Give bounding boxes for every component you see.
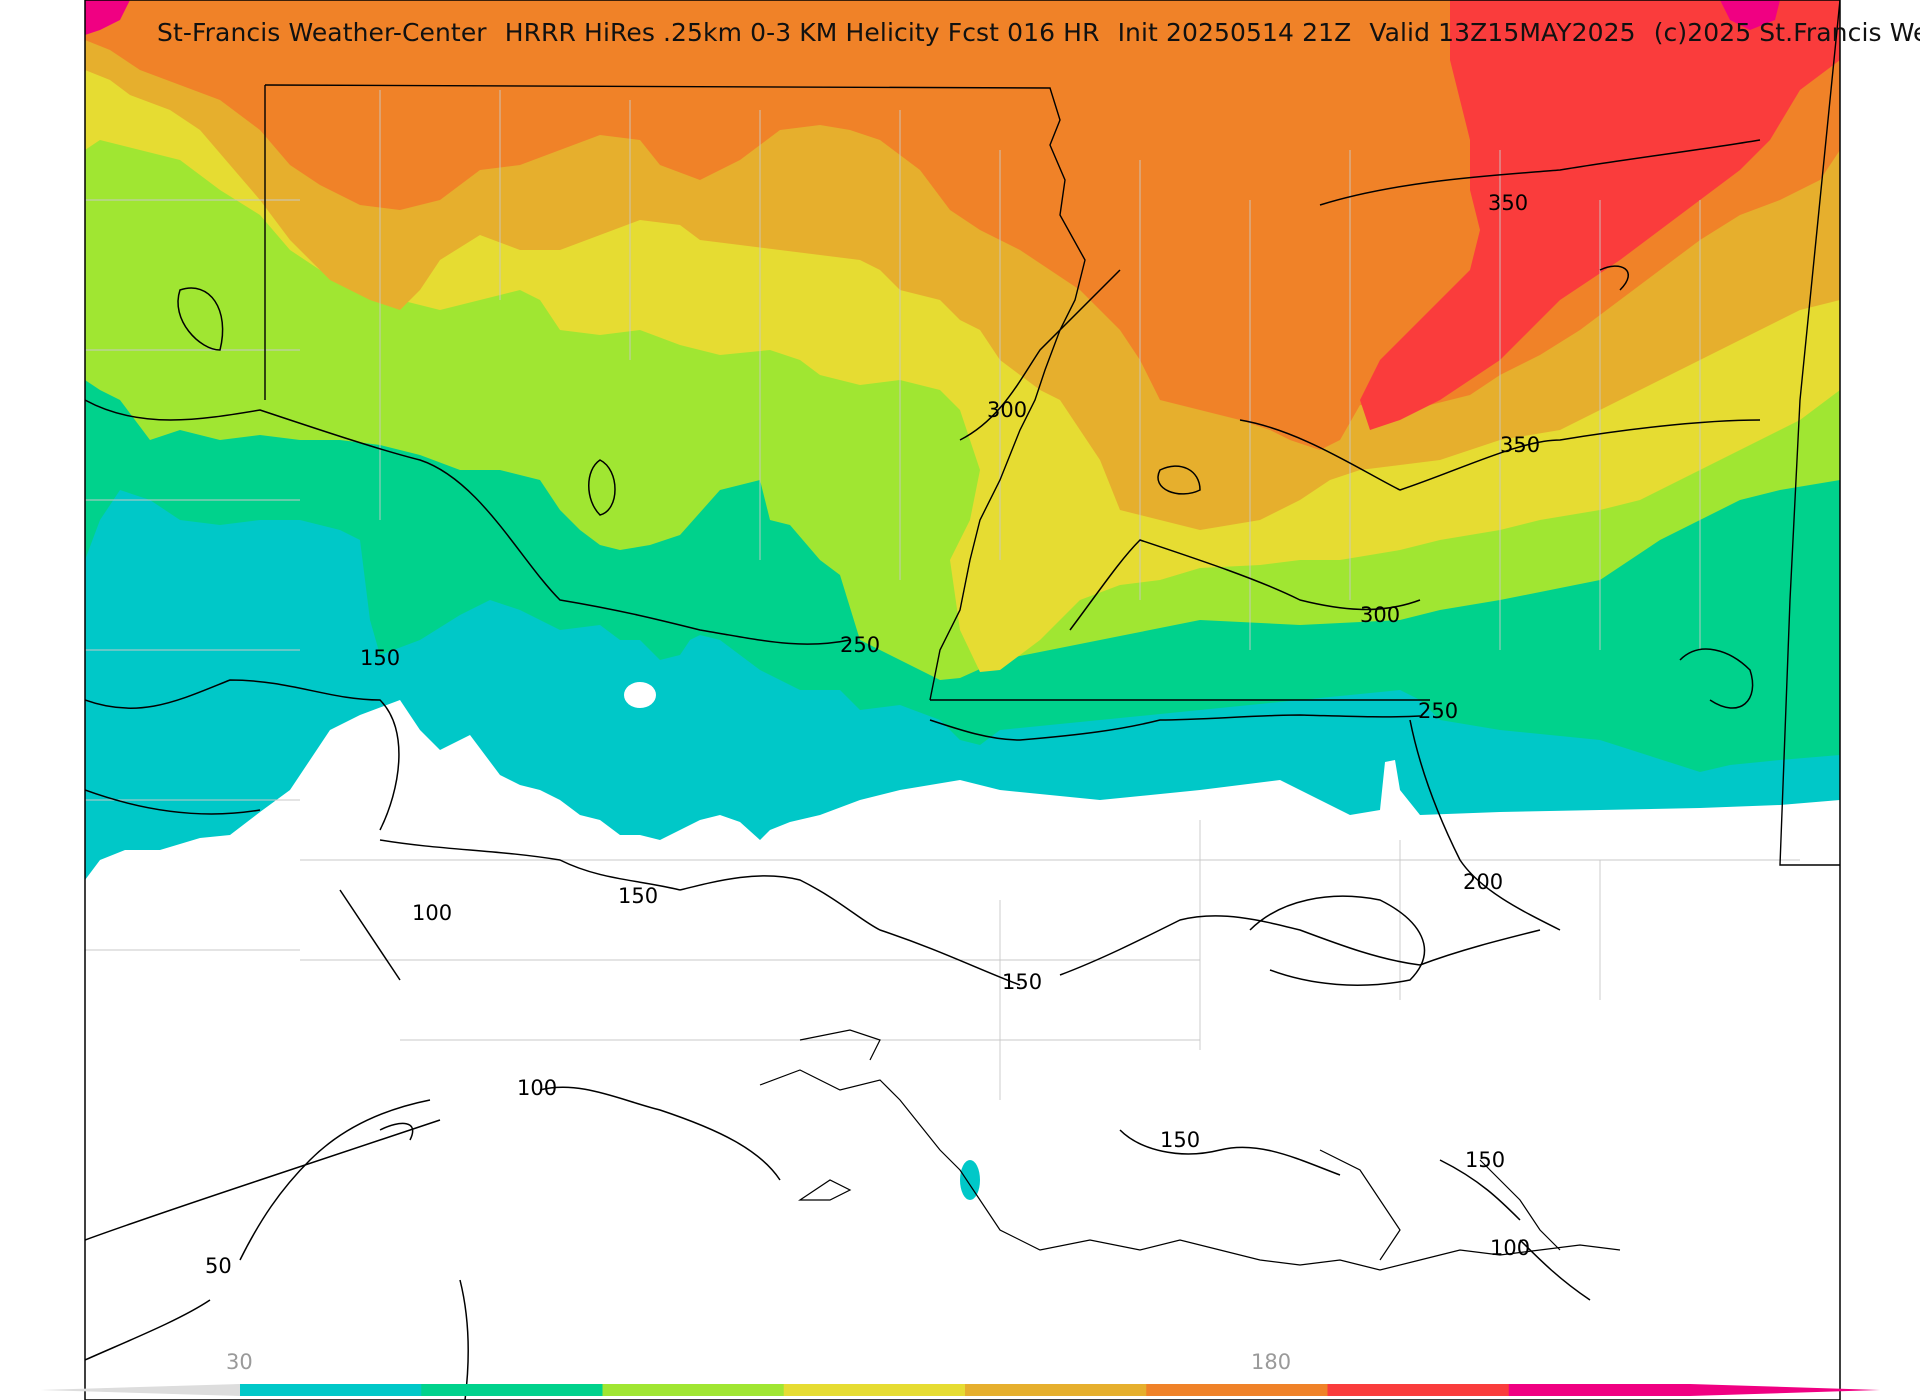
helicity-contours [85, 139, 1761, 1400]
contour-label-150-c: 150 [1002, 970, 1042, 994]
colorbar-segment [602, 1384, 785, 1396]
map-border [84, 0, 1841, 1400]
contour-label-300-a: 300 [987, 398, 1027, 422]
colorbar-segment [421, 1384, 603, 1396]
contour-label-350-b: 350 [1500, 433, 1540, 457]
contour-label-300-b: 300 [1360, 603, 1400, 627]
colorbar [40, 1384, 1880, 1396]
colorbar-tick-30: 30 [226, 1350, 253, 1374]
contour-label-100-c: 100 [1490, 1236, 1530, 1260]
title-valid: Valid 13Z15MAY2025 [1369, 18, 1636, 47]
band-dark-orange [85, 0, 1840, 450]
cyan-spot [960, 1160, 980, 1200]
colorbar-segment [965, 1384, 1147, 1396]
colorbar-segment [1146, 1384, 1328, 1396]
title-center: St-Francis Weather-Center [157, 18, 487, 47]
colorbar-segment [1327, 1384, 1510, 1396]
colorbar-tick-180: 180 [1251, 1350, 1292, 1374]
title-init: Init 20250514 21Z [1117, 18, 1352, 47]
filled-helicity-bands [85, 0, 1840, 1400]
contour-label-150-d: 150 [1160, 1128, 1200, 1152]
title-copyright: (c)2025 St.Francis Weather [1653, 18, 1920, 47]
contour-label-150-e: 150 [1465, 1148, 1505, 1172]
colorbar-right-arrow [1690, 1384, 1880, 1396]
county-lines [85, 90, 1800, 1100]
contour-label-350-a: 350 [1488, 191, 1528, 215]
contour-label-250-a: 250 [840, 633, 880, 657]
contour-label-50: 50 [205, 1254, 232, 1278]
white-spot [624, 682, 656, 708]
colorbar-segment [1508, 1384, 1691, 1396]
map-title: St-Francis Weather-Center HRRR HiRes .25k… [157, 18, 1920, 47]
contour-label-150-a: 150 [360, 646, 400, 670]
contour-label-100-b: 100 [517, 1076, 557, 1100]
colorbar-left-arrow [40, 1384, 240, 1396]
contour-label-200: 200 [1463, 870, 1503, 894]
contour-labels: 350 350 300 300 250 250 200 150 150 150 … [205, 191, 1540, 1278]
contour-label-150-b: 150 [618, 884, 658, 908]
state-borders [264, 0, 1840, 866]
colorbar-segment [240, 1384, 422, 1396]
coastline [759, 1029, 1621, 1271]
title-model: HRRR HiRes .25km 0-3 KM Helicity Fcst 01… [504, 18, 1100, 47]
contour-label-250-b: 250 [1418, 699, 1458, 723]
contour-label-100-a: 100 [412, 901, 452, 925]
colorbar-segment [783, 1384, 966, 1396]
